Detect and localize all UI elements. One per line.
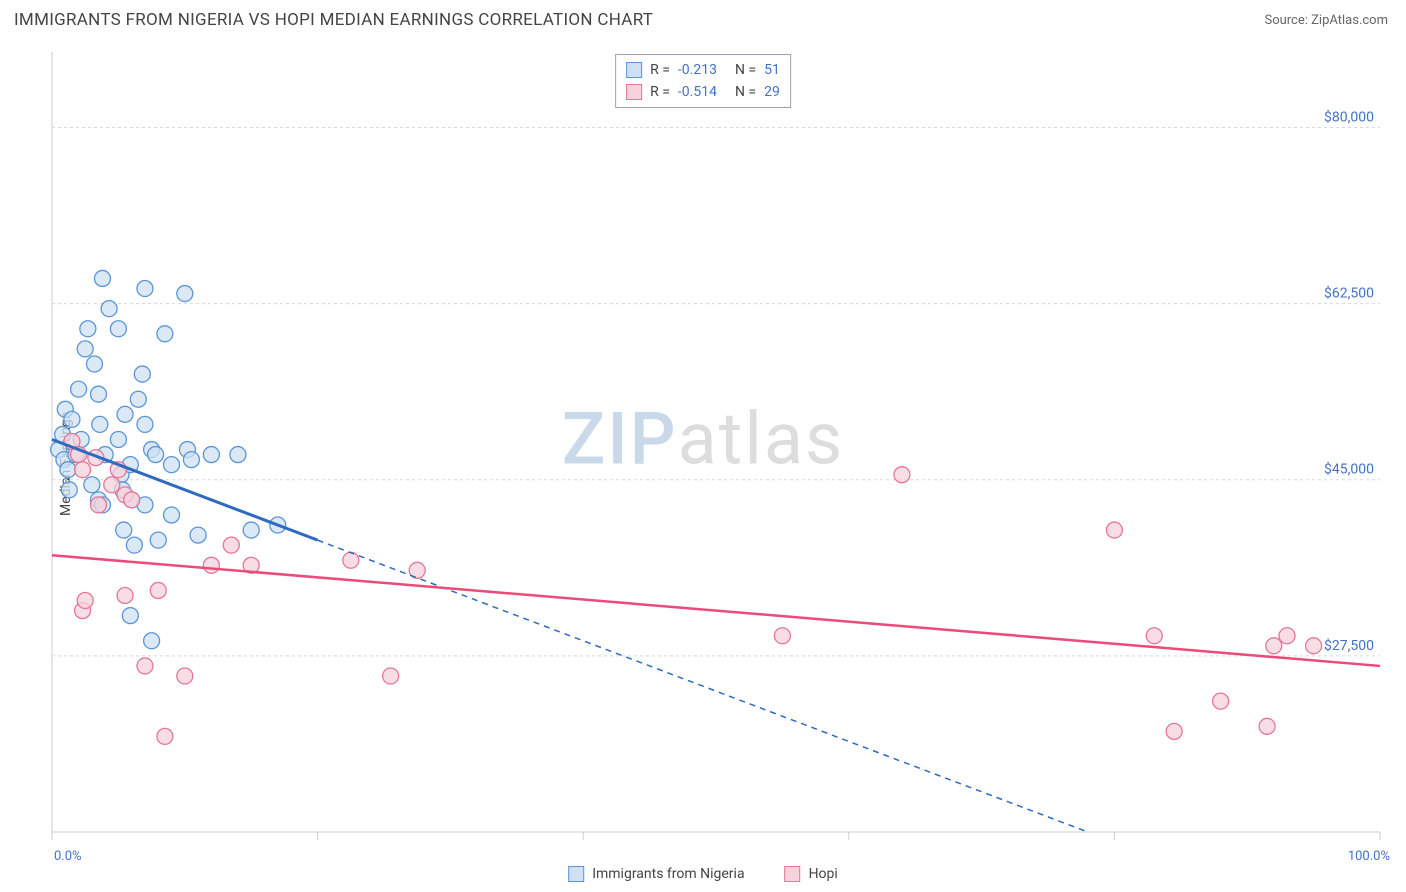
svg-text:$27,500: $27,500 xyxy=(1324,637,1374,654)
chart-container: Median Earnings $80,000$62,500$45,000$27… xyxy=(14,52,1392,876)
scatter-plot: $80,000 $62,500 $45,000 $27,500 xyxy=(14,52,1392,876)
source-attribution: Source: ZipAtlas.com xyxy=(1264,13,1388,28)
legend-swatch xyxy=(626,84,642,100)
legend-series-label: Immigrants from Nigeria xyxy=(592,866,744,882)
legend-n-label: N = xyxy=(735,81,756,103)
chart-title: IMMIGRANTS FROM NIGERIA VS HOPI MEDIAN E… xyxy=(14,10,653,30)
chart-header: IMMIGRANTS FROM NIGERIA VS HOPI MEDIAN E… xyxy=(0,0,1406,36)
legend-swatch xyxy=(626,62,642,78)
legend-r-label: R = xyxy=(650,59,670,81)
legend-r-label: R = xyxy=(650,81,670,103)
legend-n-value: 51 xyxy=(764,59,780,81)
svg-text:$45,000: $45,000 xyxy=(1324,461,1374,478)
legend-swatch xyxy=(785,866,801,882)
legend-r-value: -0.213 xyxy=(678,59,717,81)
legend-correlation: R = -0.213 N = 51 R = -0.514 N = 29 xyxy=(615,54,791,108)
legend-series-label: Hopi xyxy=(809,866,838,882)
legend-n-value: 29 xyxy=(764,81,780,103)
legend-n-label: N = xyxy=(735,59,756,81)
svg-text:$62,500: $62,500 xyxy=(1324,285,1374,302)
svg-text:$80,000: $80,000 xyxy=(1324,108,1374,125)
legend-r-value: -0.514 xyxy=(678,81,717,103)
legend-series: Immigrants from Nigeria Hopi xyxy=(568,866,838,882)
x-axis-max-label: 100.0% xyxy=(1348,849,1390,864)
x-axis-min-label: 0.0% xyxy=(54,849,82,864)
legend-swatch xyxy=(568,866,584,882)
